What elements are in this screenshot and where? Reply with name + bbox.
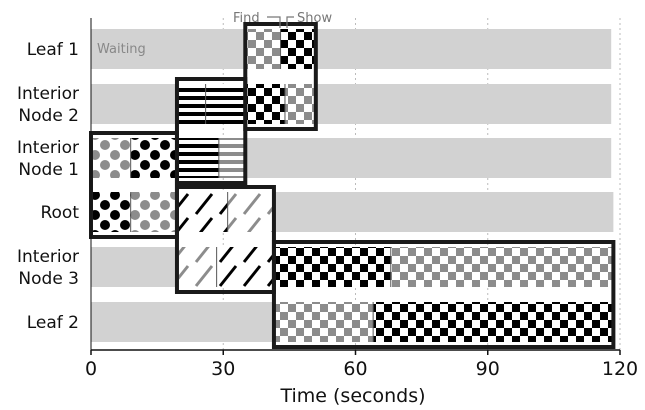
waiting-label: Waiting (97, 42, 146, 57)
x-tick-label: 120 (602, 358, 638, 380)
waiting-bar (91, 29, 612, 69)
row-label: Interior (17, 84, 79, 104)
show-phase (216, 247, 274, 287)
show-phase (280, 29, 316, 69)
waiting-bars (91, 29, 614, 342)
show-phase (227, 192, 274, 232)
find-phase (176, 192, 228, 232)
row-label: Root (40, 203, 79, 223)
show-phase (390, 247, 614, 287)
x-tick-label: 60 (343, 358, 367, 380)
phase-group-border (271, 240, 616, 349)
find-phase (91, 192, 131, 232)
find-phase (245, 29, 281, 69)
row-label: Leaf 1 (27, 40, 79, 60)
row-label: Node 2 (18, 106, 79, 126)
find-show-annotation: Find Show (233, 11, 332, 28)
find-bracket (267, 16, 281, 28)
waiting-bar (91, 84, 612, 124)
row-label: Leaf 2 (27, 313, 79, 333)
find-phase (176, 138, 219, 178)
x-tick-label: 30 (211, 358, 235, 380)
show-phase (130, 138, 177, 178)
row-label: Interior (17, 247, 79, 267)
find-phase (176, 247, 217, 287)
row-label: Interior (17, 138, 79, 158)
phase-blocks (89, 22, 616, 349)
show-phase (218, 138, 246, 178)
x-tick-label: 0 (85, 358, 97, 380)
find-phase (245, 84, 285, 124)
find-annotation: Find (233, 11, 260, 26)
row-label: Node 1 (18, 160, 79, 180)
find-phase (273, 247, 391, 287)
show-phase (284, 84, 316, 124)
show-phase (130, 192, 177, 232)
x-axis-label: Time (seconds) (279, 385, 425, 407)
x-tick-label: 90 (476, 358, 500, 380)
show-phase (373, 302, 614, 342)
phase-group-border (174, 185, 276, 294)
find-phase (176, 84, 206, 124)
show-phase (205, 84, 246, 124)
row-label: Node 3 (18, 269, 79, 289)
find-phase (91, 138, 131, 178)
show-annotation: Show (297, 11, 332, 26)
find-phase (273, 302, 374, 342)
show-bracket (286, 16, 294, 28)
x-axis: 0 30 60 90 120 (85, 18, 638, 380)
